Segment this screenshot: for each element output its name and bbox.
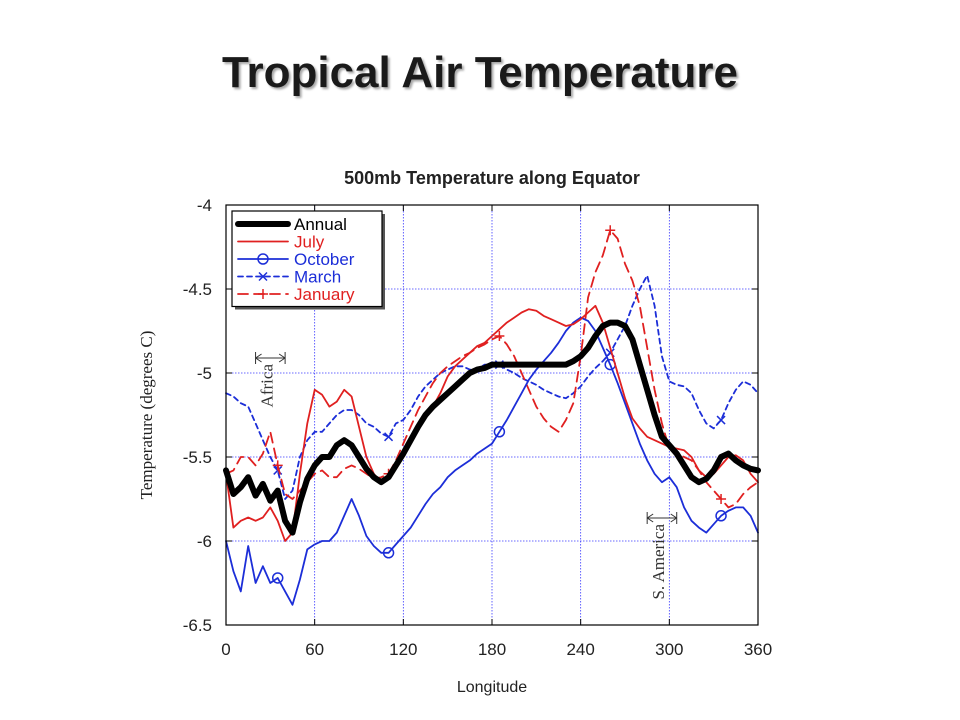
chart-title: 500mb Temperature along Equator: [344, 168, 640, 188]
x-tick-label: 120: [389, 640, 417, 659]
data-marker: [716, 415, 726, 425]
x-tick-label: 240: [566, 640, 594, 659]
annotation-label-s-america: S. America: [649, 524, 668, 600]
series-line-annual: [223, 319, 761, 536]
x-tick-label: 180: [478, 640, 506, 659]
data-marker: [382, 547, 395, 559]
data-marker: [715, 510, 727, 522]
data-marker: [493, 426, 506, 438]
x-tick-label: 0: [221, 640, 230, 659]
legend-label-january: January: [294, 285, 355, 304]
x-tick-label: 360: [744, 640, 772, 659]
data-marker: [605, 225, 616, 236]
y-tick-label: -4: [197, 196, 212, 215]
data-marker: [272, 460, 283, 471]
y-tick-label: -5: [197, 364, 212, 383]
x-tick-label: 60: [305, 640, 324, 659]
ticks: 0 60 120 180 240 300 360 -4 -4.5 -5 -5.5 -6 -6.5: [183, 196, 772, 659]
series-layer: [223, 225, 761, 606]
y-axis-label: Temperature (degrees C): [137, 331, 156, 500]
data-marker: [257, 253, 269, 265]
legend-label-july: July: [294, 233, 325, 252]
data-marker: [716, 494, 727, 504]
y-tick-label: -6: [197, 532, 212, 551]
data-marker: [258, 289, 268, 299]
series-annual: [223, 319, 761, 536]
data-marker: [494, 331, 505, 342]
legend-label-annual: Annual: [294, 215, 347, 234]
annotations: Africa S. America: [255, 352, 678, 600]
data-marker: [384, 432, 394, 442]
y-tick-label: -5.5: [183, 448, 212, 467]
x-tick-label: 300: [655, 640, 683, 659]
y-tick-label: -4.5: [183, 280, 212, 299]
slide-title: Tropical Air Temperature: [222, 48, 738, 97]
x-axis-label: Longitude: [457, 679, 527, 696]
legend-label-october: October: [294, 250, 355, 269]
data-marker: [258, 271, 268, 282]
legend-label-march: March: [294, 268, 341, 287]
annotation-arrowheads: [255, 353, 286, 363]
annotation-label-africa: Africa: [257, 364, 276, 408]
data-marker: [271, 572, 284, 584]
y-tick-label: -6.5: [183, 616, 212, 635]
annotation-arrowheads: [646, 513, 677, 523]
series-line-october: [225, 316, 759, 606]
